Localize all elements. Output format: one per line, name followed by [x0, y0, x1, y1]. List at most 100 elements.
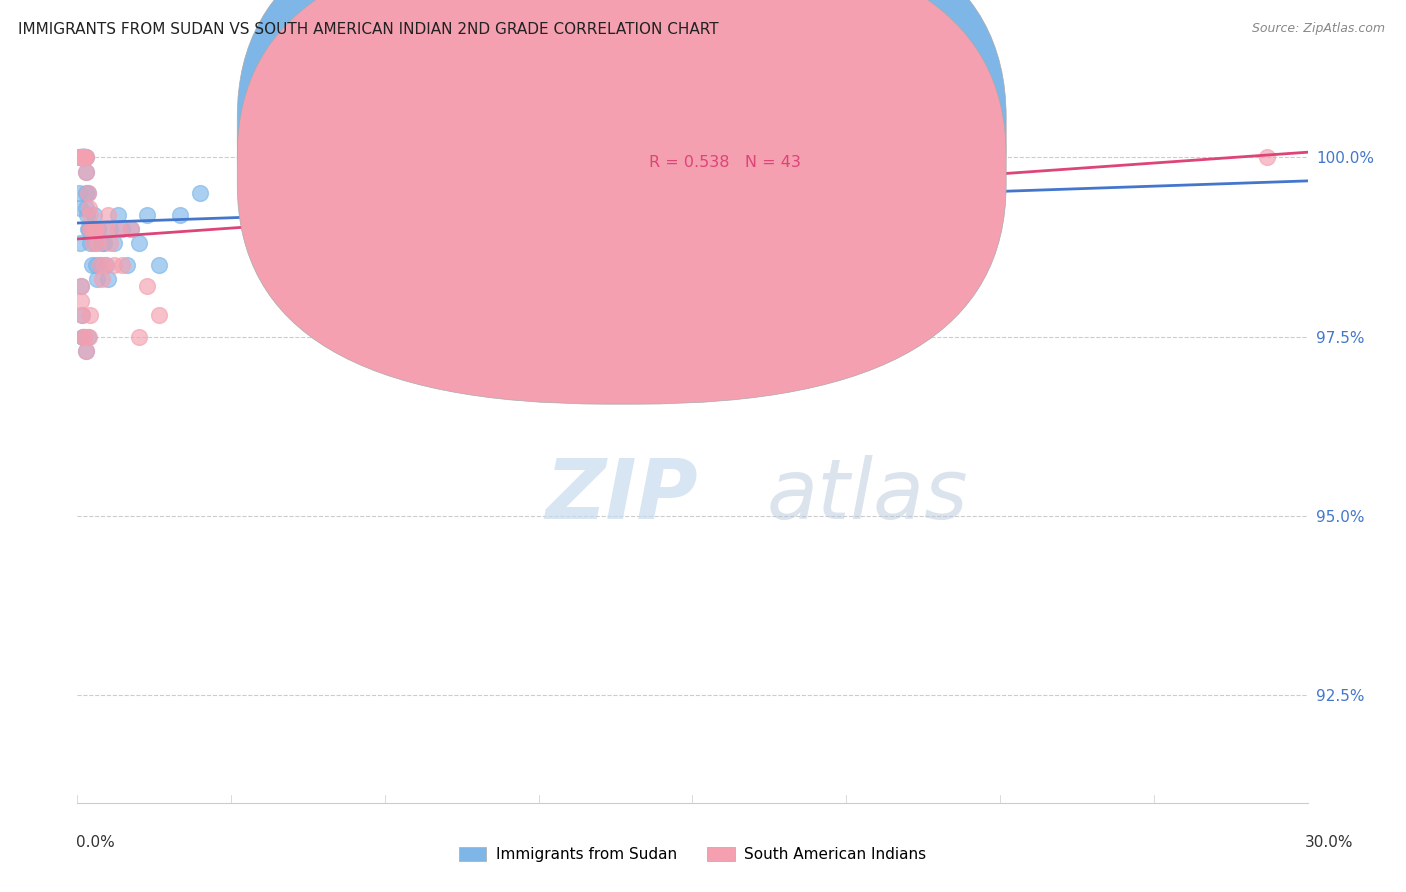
Point — [103, 258, 125, 272]
Point — [90, 272, 114, 286]
Point — [107, 208, 129, 222]
Point — [87, 222, 110, 236]
Point — [70, 279, 93, 293]
Point — [1256, 150, 1278, 164]
Point — [70, 150, 93, 164]
Point — [70, 150, 93, 164]
Point — [77, 329, 100, 343]
Point — [93, 236, 115, 251]
Point — [93, 258, 115, 272]
Text: 30.0%: 30.0% — [1305, 836, 1353, 850]
Point — [72, 150, 94, 164]
Point — [75, 165, 97, 179]
Point — [75, 344, 97, 359]
Point — [148, 258, 170, 272]
Point — [70, 150, 93, 164]
Text: R = 0.538   N = 43: R = 0.538 N = 43 — [650, 155, 801, 170]
Point — [82, 236, 104, 251]
Point — [75, 150, 97, 164]
Point — [79, 236, 101, 251]
Point — [75, 344, 97, 359]
Point — [79, 222, 101, 236]
Point — [77, 222, 100, 236]
Point — [67, 186, 90, 201]
Point — [84, 222, 107, 236]
FancyBboxPatch shape — [238, 0, 1007, 404]
Point — [70, 308, 93, 322]
Point — [120, 222, 142, 236]
Point — [97, 272, 120, 286]
Point — [148, 308, 170, 322]
Legend: Immigrants from Sudan, South American Indians: Immigrants from Sudan, South American In… — [453, 841, 932, 868]
Text: R = 0.339   N = 56: R = 0.339 N = 56 — [650, 117, 801, 131]
Point — [72, 150, 94, 164]
Point — [70, 293, 93, 308]
Point — [73, 150, 96, 164]
Point — [75, 201, 97, 215]
Point — [79, 222, 101, 236]
Point — [128, 236, 150, 251]
Point — [73, 329, 96, 343]
Point — [76, 329, 98, 343]
Point — [75, 186, 97, 201]
Point — [89, 258, 111, 272]
Point — [73, 150, 96, 164]
Point — [69, 279, 91, 293]
Point — [79, 208, 101, 222]
Point — [169, 208, 191, 222]
Point — [75, 165, 97, 179]
Point — [69, 150, 91, 164]
Point — [75, 150, 97, 164]
Point — [250, 150, 273, 164]
Point — [72, 329, 94, 343]
Point — [75, 150, 97, 164]
Text: 0.0%: 0.0% — [76, 836, 115, 850]
Point — [83, 208, 105, 222]
Point — [72, 150, 94, 164]
Point — [89, 258, 111, 272]
Point — [111, 258, 134, 272]
Point — [804, 150, 827, 164]
Point — [69, 150, 91, 164]
Point — [70, 150, 93, 164]
Point — [73, 150, 96, 164]
Point — [86, 272, 108, 286]
Point — [97, 208, 120, 222]
Text: atlas: atlas — [766, 455, 967, 536]
Point — [80, 222, 103, 236]
Point — [90, 236, 114, 251]
Point — [87, 236, 110, 251]
Text: IMMIGRANTS FROM SUDAN VS SOUTH AMERICAN INDIAN 2ND GRADE CORRELATION CHART: IMMIGRANTS FROM SUDAN VS SOUTH AMERICAN … — [18, 22, 718, 37]
Point — [103, 236, 125, 251]
Point — [136, 208, 159, 222]
Point — [69, 236, 91, 251]
Point — [72, 329, 94, 343]
Point — [67, 150, 90, 164]
Point — [107, 222, 129, 236]
Point — [82, 222, 104, 236]
Point — [79, 308, 101, 322]
Point — [98, 236, 121, 251]
Point — [69, 201, 91, 215]
Point — [83, 236, 105, 251]
Point — [76, 186, 98, 201]
Point — [73, 150, 96, 164]
Point — [83, 222, 105, 236]
Point — [94, 222, 117, 236]
Point — [76, 208, 98, 222]
Point — [77, 186, 100, 201]
Point — [72, 329, 94, 343]
FancyBboxPatch shape — [582, 94, 877, 203]
Point — [94, 258, 117, 272]
Point — [120, 222, 142, 236]
Point — [72, 150, 94, 164]
Point — [111, 222, 134, 236]
Point — [80, 258, 103, 272]
Text: Source: ZipAtlas.com: Source: ZipAtlas.com — [1251, 22, 1385, 36]
Point — [73, 150, 96, 164]
Point — [67, 150, 90, 164]
Point — [115, 258, 138, 272]
Point — [72, 150, 94, 164]
Point — [72, 150, 94, 164]
Point — [77, 201, 100, 215]
